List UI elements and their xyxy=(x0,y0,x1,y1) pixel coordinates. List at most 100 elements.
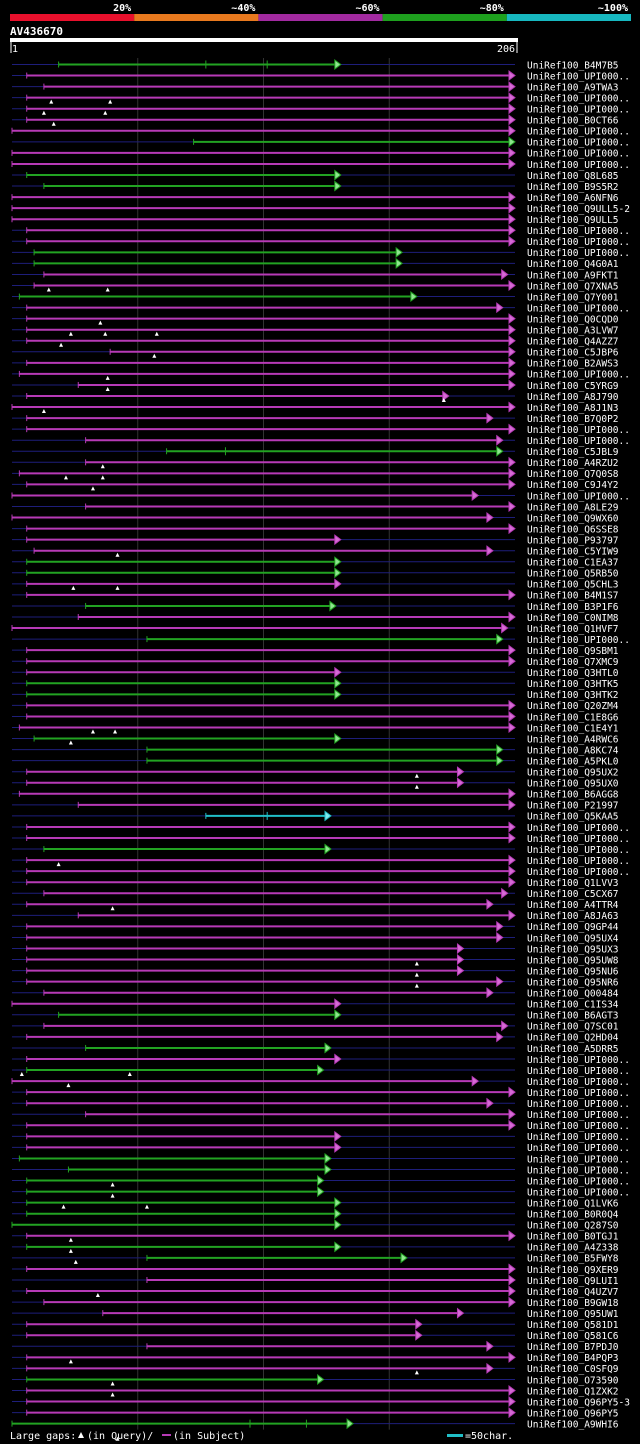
hit-row: UniRef100_A5PKL0 xyxy=(12,755,619,767)
hit-label: UniRef100_Q581C6 xyxy=(527,1331,619,1342)
hit-row: UniRef100_A8J1N3 xyxy=(11,401,619,414)
hit-row: UniRef100_A8LE29 xyxy=(12,501,619,513)
scale-segment xyxy=(134,14,259,21)
gap-triangle xyxy=(95,1293,100,1298)
hit-row: UniRef100_C0SFQ9 xyxy=(12,1362,619,1375)
hit-arrow xyxy=(496,931,504,943)
hit-row: UniRef100_C1E4Y1 xyxy=(12,722,619,734)
hit-label: UniRef100_B0TGJ1 xyxy=(527,1232,619,1243)
hit-row: UniRef100_Q5CHL3 xyxy=(12,578,619,591)
hit-row: UniRef100_B5FWY8 xyxy=(12,1252,619,1265)
hit-row: UniRef100_C1EA37 xyxy=(12,556,619,569)
hit-label: UniRef100_UPI000.. xyxy=(527,1110,630,1121)
gap-triangle xyxy=(414,983,419,988)
hit-row: UniRef100_UPI000.. xyxy=(12,832,630,845)
hit-arrow xyxy=(508,1086,516,1098)
hit-arrow xyxy=(334,733,342,745)
hit-row: UniRef100_C0NIM8 xyxy=(12,611,619,624)
hit-row: UniRef100_A5DRR5 xyxy=(12,1042,619,1055)
hit-arrow xyxy=(508,710,516,722)
hit-row: UniRef100_UPI000.. xyxy=(11,147,630,160)
hit-row: UniRef100_UPI000.. xyxy=(12,224,630,237)
hit-row: UniRef100_Q7SC01 xyxy=(12,1020,619,1033)
hit-label: UniRef100_UPI000.. xyxy=(527,1077,630,1088)
hit-row: UniRef100_Q95UX3 xyxy=(12,943,619,955)
hit-row: UniRef100_A4TTR4 xyxy=(12,898,619,911)
hit-row: UniRef100_A8J790 xyxy=(12,390,619,403)
gap-triangle xyxy=(441,398,446,402)
hit-row: UniRef100_C1E8G6 xyxy=(12,710,619,723)
gap-triangle xyxy=(73,1259,78,1264)
hit-label: UniRef100_Q95NR6 xyxy=(527,977,619,988)
hit-label: UniRef100_C5YIW9 xyxy=(527,547,619,558)
query-ruler: 1 206 xyxy=(10,38,518,55)
hit-row: UniRef100_C5YRG9 xyxy=(12,379,619,392)
hit-arrow xyxy=(324,1042,332,1054)
hit-arrow xyxy=(317,1175,325,1187)
hit-row: UniRef100_Q581D1 xyxy=(12,1318,619,1331)
hit-row: UniRef100_Q7XMC9 xyxy=(12,655,619,668)
hit-arrow xyxy=(334,169,342,181)
hit-label: UniRef100_Q5KAA5 xyxy=(527,812,619,823)
hit-arrow xyxy=(508,357,516,369)
hit-arrow xyxy=(324,843,332,855)
hit-label: UniRef100_Q1LVK6 xyxy=(527,1198,619,1209)
hit-label: UniRef100_B4M1S7 xyxy=(527,591,619,602)
hit-label: UniRef100_UPI000.. xyxy=(527,160,630,171)
hit-row: UniRef100_UPI000.. xyxy=(12,92,630,104)
hit-label: UniRef100_UPI000.. xyxy=(527,823,630,834)
hit-row: UniRef100_UPI000.. xyxy=(12,423,630,436)
hit-row: UniRef100_UPI000.. xyxy=(12,1053,630,1066)
hit-arrow xyxy=(508,1119,516,1131)
gap-triangle xyxy=(110,1193,115,1198)
hit-arrow xyxy=(496,920,504,932)
gap-triangle xyxy=(103,110,108,115)
hit-arrow xyxy=(508,346,516,358)
hit-label: UniRef100_UPI000.. xyxy=(527,226,630,237)
hit-label: UniRef100_A8LE29 xyxy=(527,502,619,513)
legend-query-label: (in Query)/ xyxy=(87,1431,153,1442)
hit-row: UniRef100_UPI000.. xyxy=(12,1097,630,1110)
gap-triangle xyxy=(115,585,120,590)
hit-label: UniRef100_UPI000.. xyxy=(527,71,630,82)
hit-label: UniRef100_Q5CHL3 xyxy=(527,580,619,591)
hit-arrow xyxy=(508,213,516,225)
hit-label: UniRef100_A8J1N3 xyxy=(527,403,619,414)
hit-label: UniRef100_Q7XNA5 xyxy=(527,281,619,292)
hit-row: UniRef100_UPI000.. xyxy=(11,158,630,171)
hit-arrow xyxy=(334,556,342,568)
hit-label: UniRef100_Q96PY5 xyxy=(527,1408,619,1419)
hit-arrow xyxy=(317,1373,325,1385)
hit-arrow xyxy=(334,1219,342,1231)
hit-arrow xyxy=(410,291,418,303)
hit-arrow xyxy=(334,534,342,546)
hit-row: UniRef100_UPI000.. xyxy=(12,865,630,878)
grid-lines xyxy=(137,58,390,1430)
hit-row: UniRef100_UPI000.. xyxy=(12,1108,630,1121)
hit-row: UniRef100_A9FKT1 xyxy=(12,268,619,281)
scale-label: ~80% xyxy=(480,3,504,14)
gap-triangle xyxy=(19,1072,24,1077)
scale-label: ~40% xyxy=(231,3,255,14)
gap-triangle xyxy=(144,1204,149,1209)
hit-label: UniRef100_A5PKL0 xyxy=(527,756,619,767)
hit-row: UniRef100_Q1LVV3 xyxy=(12,876,619,889)
gap-triangle xyxy=(115,552,120,557)
legend-query-triangle xyxy=(78,1432,84,1438)
gap-triangle xyxy=(115,1436,120,1441)
hit-label: UniRef100_P21997 xyxy=(527,801,619,812)
hit-row: UniRef100_UPI000.. xyxy=(12,821,630,834)
hit-label: UniRef100_Q4G0A1 xyxy=(527,259,619,270)
hit-row: UniRef100_Q4UZV7 xyxy=(12,1285,619,1298)
gap-triangle xyxy=(105,287,110,292)
legend-gap-label: Large gaps: xyxy=(10,1431,76,1442)
gap-triangle xyxy=(414,1370,419,1375)
hit-arrow xyxy=(486,1097,494,1109)
hit-label: UniRef100_Q95UX3 xyxy=(527,944,619,955)
hit-label: UniRef100_UPI000.. xyxy=(527,1121,630,1132)
hit-row: UniRef100_Q9ULL5-2 xyxy=(11,202,630,215)
hit-row: UniRef100_Q5RB50 xyxy=(12,567,619,580)
hit-label: UniRef100_A8J790 xyxy=(527,392,619,403)
hit-label: UniRef100_UPI000.. xyxy=(527,635,630,646)
hit-row: UniRef100_A4RZU2 xyxy=(12,456,619,469)
